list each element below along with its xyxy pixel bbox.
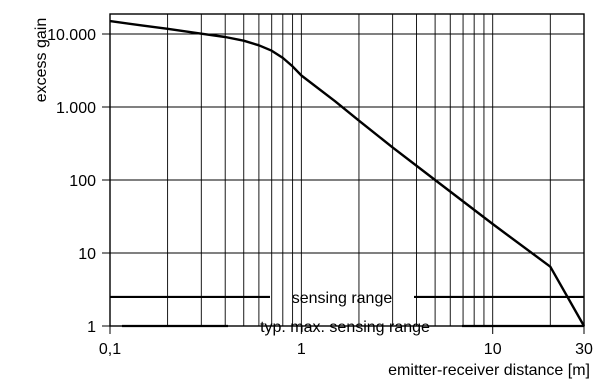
sensing-range-label: sensing range bbox=[292, 290, 393, 307]
x-tick-label: 10 bbox=[484, 341, 502, 358]
y-axis-label: excess gain bbox=[33, 18, 50, 103]
excess-gain-curve bbox=[109, 19, 586, 327]
y-gridlines bbox=[110, 33, 584, 254]
x-tick-label: 1 bbox=[297, 341, 306, 358]
y-tick-label: 1.000 bbox=[56, 100, 96, 117]
x-tick-label: 30 bbox=[575, 341, 593, 358]
x-gridlines bbox=[167, 14, 551, 326]
y-tick-labels: 1 10 100 1.000 10.000 bbox=[47, 27, 110, 336]
x-tick-labels: 0,1 1 10 30 bbox=[99, 326, 593, 358]
y-tick-label: 10 bbox=[78, 246, 96, 263]
y-tick-label: 100 bbox=[69, 173, 96, 190]
y-tick-label: 1 bbox=[87, 319, 96, 336]
x-axis-label: emitter-receiver distance [m] bbox=[388, 362, 590, 379]
plot-frame bbox=[109, 13, 585, 327]
y-tick-label: 10.000 bbox=[47, 27, 96, 44]
x-tick-label: 0,1 bbox=[99, 341, 121, 358]
max-sensing-range-label: typ. max. sensing range bbox=[260, 319, 430, 336]
